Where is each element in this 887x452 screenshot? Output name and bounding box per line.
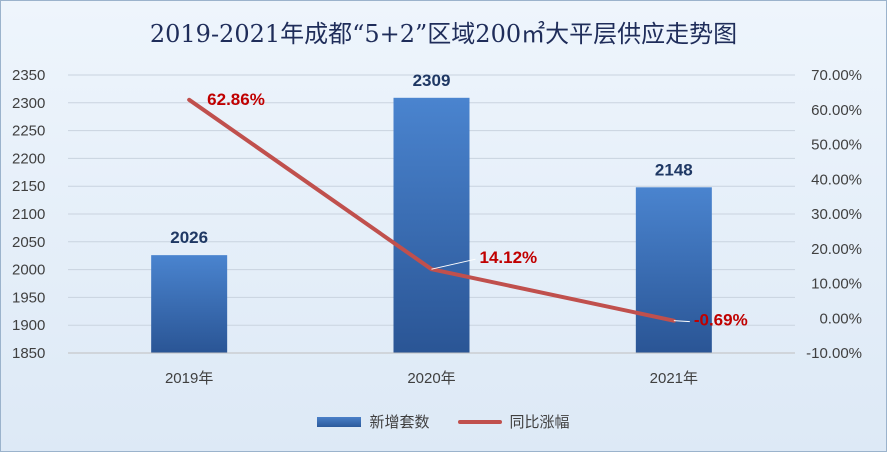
line-data-label: 14.12% [480, 248, 538, 267]
x-tick-label: 2020年 [407, 370, 455, 387]
y-left-tick-label: 2300 [12, 95, 45, 112]
line-label-leader [431, 258, 476, 270]
y-right-tick-label: 40.00% [811, 171, 862, 188]
bar [393, 97, 470, 354]
y-left-tick-label: 2100 [12, 206, 45, 223]
y-right-tick-label: -10.00% [806, 345, 862, 362]
y-left-tick-label: 2250 [12, 123, 45, 140]
bar-data-label: 2309 [413, 71, 451, 90]
y-right-tick-label: 70.00% [811, 67, 862, 84]
legend-swatch-bar [317, 416, 362, 427]
y-right-tick-label: 50.00% [811, 137, 862, 154]
y-right-tick-label: 60.00% [811, 102, 862, 119]
y-left-tick-label: 2000 [12, 262, 45, 279]
bar-data-label: 2026 [170, 228, 208, 247]
legend-label-line: 同比涨幅 [509, 414, 570, 431]
y-left-tick-label: 2150 [12, 178, 45, 195]
legend-item-line: 同比涨幅 [457, 411, 570, 432]
y-right-tick-label: 0.00% [819, 310, 862, 327]
bar-data-label: 2148 [655, 160, 693, 179]
legend-item-bar: 新增套数 [317, 411, 430, 432]
legend-label-bar: 新增套数 [369, 414, 430, 431]
legend-swatch-line [457, 419, 502, 424]
chart-legend: 新增套数 同比涨幅 [0, 411, 887, 432]
y-left-tick-label: 2350 [12, 67, 45, 84]
chart-title: 2019-2021年成都“5+2”区域200㎡大平层供应走势图 [149, 20, 738, 48]
y-right-tick-label: 30.00% [811, 206, 862, 223]
y-left-tick-label: 1850 [12, 345, 45, 362]
bar [151, 255, 228, 353]
y-right-tick-label: 20.00% [811, 241, 862, 258]
y-left-tick-label: 2050 [12, 234, 45, 251]
bar [635, 187, 712, 353]
y-left-tick-label: 2200 [12, 150, 45, 167]
y-left-tick-label: 1950 [12, 289, 45, 306]
x-tick-label: 2019年 [165, 370, 213, 387]
y-left-tick-label: 1900 [12, 317, 45, 334]
line-data-label: 62.86% [207, 90, 265, 109]
y-right-tick-label: 10.00% [811, 276, 862, 293]
x-tick-label: 2021年 [650, 370, 698, 387]
line-data-label: -0.69% [694, 311, 748, 330]
line-label-leader [673, 320, 690, 323]
